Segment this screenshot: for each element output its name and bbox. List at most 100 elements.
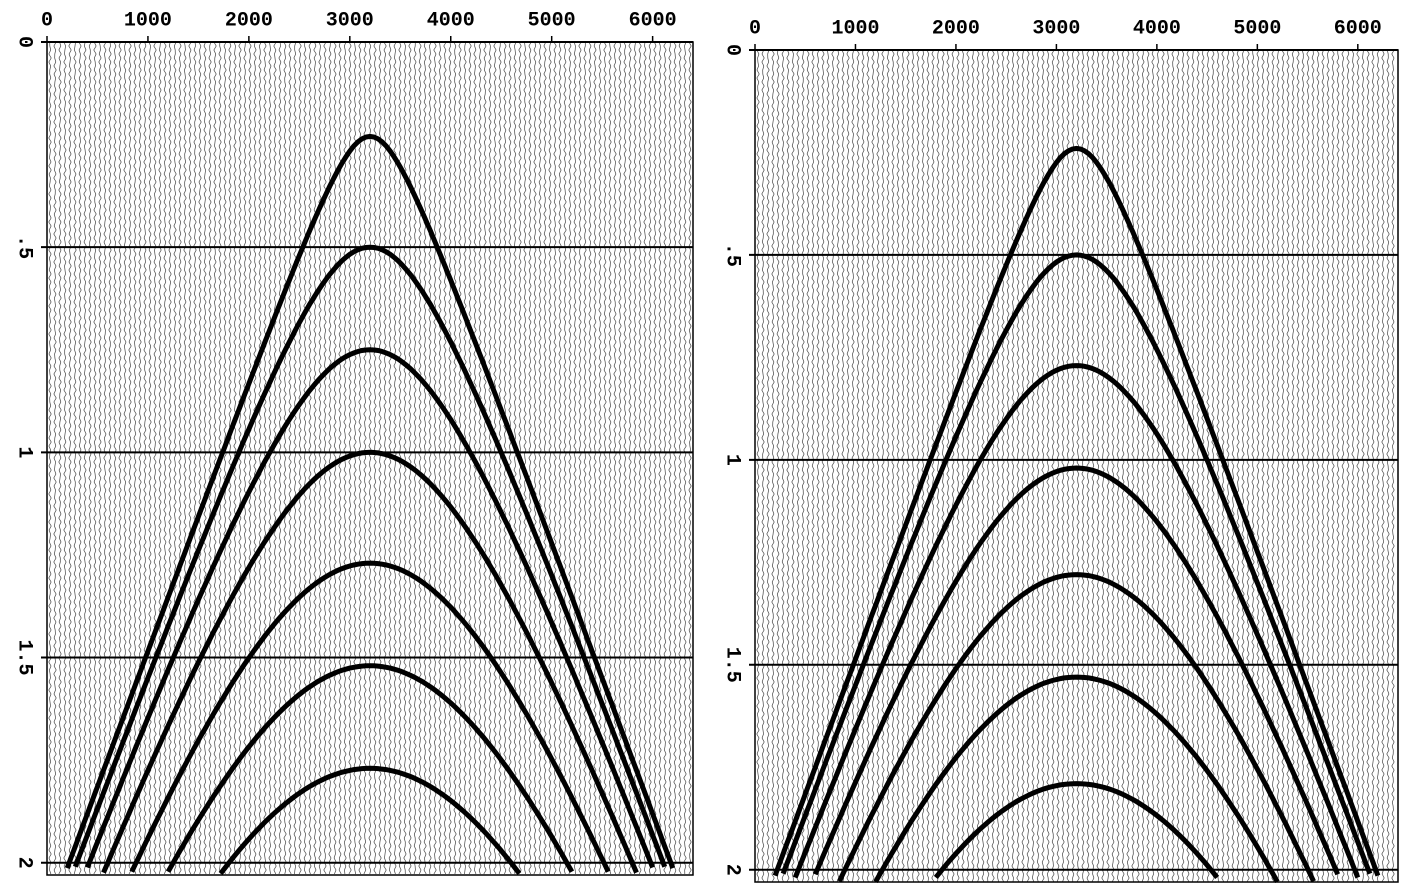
trace <box>158 41 162 875</box>
trace <box>1101 49 1105 883</box>
trace <box>946 49 950 883</box>
reflection-event <box>772 145 1381 877</box>
trace <box>203 41 207 875</box>
trace <box>498 41 502 875</box>
trace <box>1211 49 1215 883</box>
trace <box>83 41 87 875</box>
trace <box>528 41 532 875</box>
trace <box>1306 49 1310 883</box>
trace <box>901 49 905 883</box>
trace <box>1361 49 1365 883</box>
trace <box>766 49 770 883</box>
trace <box>1286 49 1290 883</box>
trace <box>478 41 482 875</box>
trace <box>443 41 447 875</box>
trace <box>88 41 92 875</box>
trace <box>483 41 487 875</box>
trace <box>118 41 122 875</box>
trace <box>268 41 272 875</box>
trace <box>816 49 820 883</box>
trace <box>628 41 632 875</box>
trace <box>48 41 52 875</box>
trace <box>423 41 427 875</box>
trace <box>143 41 147 875</box>
trace <box>1056 50 1060 883</box>
trace <box>1126 49 1130 883</box>
trace <box>68 41 72 875</box>
trace <box>896 49 900 883</box>
trace <box>623 41 627 875</box>
trace <box>603 41 607 875</box>
trace <box>258 41 262 875</box>
trace <box>1036 49 1040 883</box>
trace <box>308 41 312 875</box>
trace <box>1221 49 1225 883</box>
trace <box>1181 49 1185 883</box>
trace <box>533 41 537 875</box>
trace <box>663 41 667 875</box>
trace <box>1061 49 1065 883</box>
trace <box>1201 49 1205 883</box>
trace <box>1086 49 1090 883</box>
trace <box>458 41 462 875</box>
trace <box>568 41 572 875</box>
trace <box>543 41 547 875</box>
trace <box>78 41 82 875</box>
trace <box>683 41 687 875</box>
trace <box>1136 49 1140 883</box>
trace <box>906 49 910 883</box>
trace <box>1156 49 1160 883</box>
trace <box>756 49 760 883</box>
trace <box>1301 49 1305 883</box>
trace <box>643 41 647 875</box>
trace <box>213 41 217 875</box>
trace <box>358 41 362 875</box>
trace <box>353 41 357 875</box>
trace <box>1276 49 1280 883</box>
trace <box>1366 49 1370 883</box>
trace <box>593 41 597 875</box>
reflection-event <box>812 465 1341 876</box>
trace <box>553 41 557 875</box>
y-tick-label: 0 <box>721 44 744 56</box>
x-tick-label: 1000 <box>831 17 879 40</box>
trace <box>921 49 925 883</box>
y-tick-label: .5 <box>13 235 36 259</box>
trace <box>448 41 452 875</box>
trace <box>573 41 577 875</box>
trace <box>293 41 297 875</box>
trace <box>1146 49 1150 883</box>
reflection-event <box>780 252 1373 875</box>
trace <box>1171 49 1175 883</box>
y-tick-label: 2 <box>13 857 36 869</box>
y-tick-label: 1 <box>721 454 744 466</box>
trace <box>1311 49 1315 883</box>
trace <box>956 49 960 883</box>
trace <box>1141 49 1145 883</box>
trace <box>1011 49 1015 883</box>
reflection-event <box>85 347 655 869</box>
trace <box>1131 49 1135 883</box>
trace <box>113 41 117 875</box>
trace <box>841 49 845 883</box>
trace <box>273 41 277 875</box>
trace <box>1026 49 1030 883</box>
trace <box>248 41 252 875</box>
trace <box>991 49 995 883</box>
trace <box>831 49 835 883</box>
trace <box>1231 49 1235 883</box>
trace <box>1091 49 1095 883</box>
trace <box>986 49 990 883</box>
trace <box>678 41 682 875</box>
trace <box>198 41 202 875</box>
trace <box>1316 49 1320 883</box>
trace <box>1041 49 1045 883</box>
trace <box>1151 49 1155 883</box>
trace <box>128 41 132 875</box>
trace <box>383 41 387 875</box>
trace <box>173 41 177 875</box>
trace <box>668 41 672 875</box>
trace <box>563 41 567 875</box>
x-tick-label: 4000 <box>1133 17 1181 40</box>
